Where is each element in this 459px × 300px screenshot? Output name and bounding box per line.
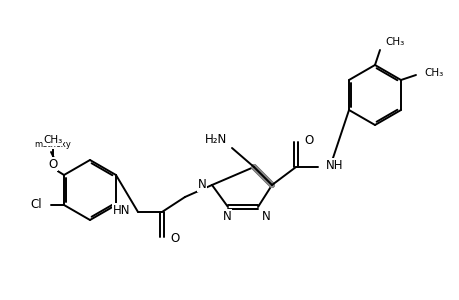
Text: O: O xyxy=(47,158,56,172)
Text: methoxy: methoxy xyxy=(34,140,71,148)
Text: CH₃: CH₃ xyxy=(423,68,442,78)
Text: N: N xyxy=(222,209,231,223)
Text: N: N xyxy=(197,178,206,191)
Text: O: O xyxy=(170,232,179,245)
Text: O: O xyxy=(48,158,57,170)
Text: Cl: Cl xyxy=(30,199,42,212)
Text: HN: HN xyxy=(112,203,130,217)
Text: N: N xyxy=(261,209,270,223)
Text: H₂N: H₂N xyxy=(204,133,226,146)
Text: NH: NH xyxy=(325,158,343,172)
Text: O: O xyxy=(303,134,313,146)
Text: CH₃: CH₃ xyxy=(43,135,62,145)
Text: CH₃: CH₃ xyxy=(384,37,403,47)
